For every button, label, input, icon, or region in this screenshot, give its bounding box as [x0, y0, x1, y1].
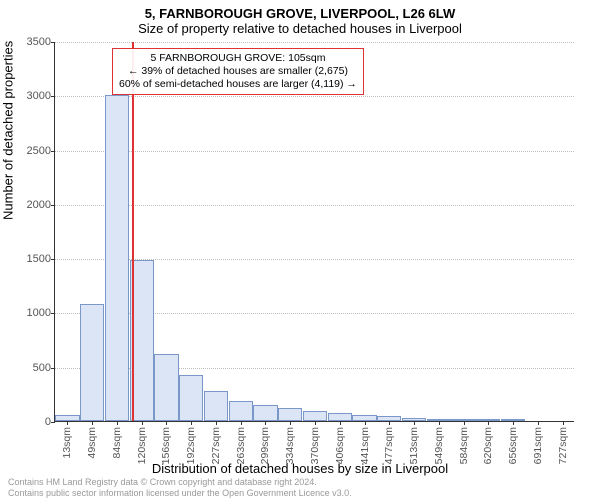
x-tickmark: [67, 421, 68, 425]
histogram-bar: [179, 375, 203, 421]
footer-line1: Contains HM Land Registry data © Crown c…: [8, 477, 352, 487]
x-tickmark: [488, 421, 489, 425]
x-tick-label: 691sqm: [532, 427, 544, 464]
annotation-box: 5 FARNBOROUGH GROVE: 105sqm ← 39% of det…: [112, 48, 364, 95]
x-tickmark: [414, 421, 415, 425]
x-tick-label: 49sqm: [86, 427, 98, 459]
x-tick-label: 584sqm: [458, 427, 470, 464]
x-tickmark: [464, 421, 465, 425]
y-tick-label: 1000: [17, 307, 55, 319]
x-tickmark: [290, 421, 291, 425]
x-tick-label: 334sqm: [284, 427, 296, 464]
histogram-bar: [229, 401, 253, 421]
x-tick-label: 441sqm: [359, 427, 371, 464]
x-tickmark: [142, 421, 143, 425]
x-tick-label: 120sqm: [136, 427, 148, 464]
chart-footer: Contains HM Land Registry data © Crown c…: [8, 477, 352, 498]
x-tick-label: 227sqm: [210, 427, 222, 464]
histogram-bar: [204, 391, 228, 421]
x-tick-label: 156sqm: [160, 427, 172, 464]
x-tickmark: [538, 421, 539, 425]
y-tick-label: 1500: [17, 253, 55, 265]
histogram-bar: [278, 408, 302, 421]
x-tickmark: [513, 421, 514, 425]
x-tick-label: 513sqm: [408, 427, 420, 464]
y-tick-label: 2000: [17, 199, 55, 211]
x-tick-label: 656sqm: [507, 427, 519, 464]
x-tickmark: [389, 421, 390, 425]
x-tick-label: 84sqm: [111, 427, 123, 459]
x-axis-label: Distribution of detached houses by size …: [0, 461, 600, 476]
y-tick-label: 3500: [17, 36, 55, 48]
x-tickmark: [241, 421, 242, 425]
annotation-line2: ← 39% of detached houses are smaller (2,…: [119, 65, 357, 78]
x-tickmark: [265, 421, 266, 425]
x-tickmark: [117, 421, 118, 425]
x-tickmark: [216, 421, 217, 425]
histogram-bar: [253, 405, 277, 421]
annotation-line1: 5 FARNBOROUGH GROVE: 105sqm: [119, 52, 357, 65]
x-tickmark: [92, 421, 93, 425]
y-tick-label: 0: [17, 416, 55, 428]
x-tick-label: 549sqm: [433, 427, 445, 464]
histogram-bar: [154, 354, 178, 421]
x-tickmark: [191, 421, 192, 425]
reference-line: [132, 42, 134, 421]
histogram-bar: [303, 411, 327, 421]
x-tick-label: 406sqm: [334, 427, 346, 464]
x-tickmark: [563, 421, 564, 425]
y-tick-label: 500: [17, 362, 55, 374]
x-tickmark: [365, 421, 366, 425]
x-tick-label: 299sqm: [259, 427, 271, 464]
y-tick-label: 2500: [17, 145, 55, 157]
x-tick-label: 263sqm: [235, 427, 247, 464]
x-tick-label: 13sqm: [61, 427, 73, 459]
chart-title-sub: Size of property relative to detached ho…: [0, 21, 600, 40]
x-tickmark: [166, 421, 167, 425]
annotation-line3: 60% of semi-detached houses are larger (…: [119, 78, 357, 91]
plot-area: 050010001500200025003000350013sqm49sqm84…: [54, 42, 574, 422]
chart-area: 050010001500200025003000350013sqm49sqm84…: [54, 42, 574, 422]
chart-title-main: 5, FARNBOROUGH GROVE, LIVERPOOL, L26 6LW: [0, 0, 600, 21]
x-tickmark: [340, 421, 341, 425]
histogram-bar: [328, 413, 352, 421]
x-tick-label: 727sqm: [557, 427, 569, 464]
x-tickmark: [315, 421, 316, 425]
y-axis-label: Number of detached properties: [1, 41, 16, 220]
x-tick-label: 370sqm: [309, 427, 321, 464]
x-tick-label: 620sqm: [482, 427, 494, 464]
histogram-bar: [80, 304, 104, 421]
x-tick-label: 192sqm: [185, 427, 197, 464]
x-tickmark: [439, 421, 440, 425]
x-tick-label: 477sqm: [383, 427, 395, 464]
histogram-bar: [105, 95, 129, 421]
footer-line2: Contains public sector information licen…: [8, 488, 352, 498]
y-tick-label: 3000: [17, 90, 55, 102]
